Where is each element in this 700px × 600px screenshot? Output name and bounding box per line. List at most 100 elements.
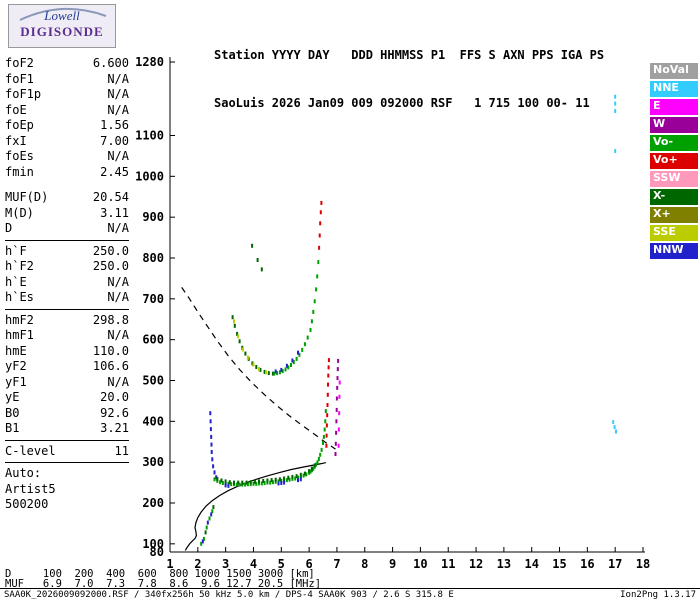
echo-hop2-left-sse <box>258 367 260 372</box>
param-fof1p: foF1p N/A <box>5 87 129 101</box>
echo-f-trace-x <box>220 478 223 483</box>
echo-x-asymptote <box>335 419 338 424</box>
param-fof2: foF2 6.600 <box>5 56 129 70</box>
echo-f1-leader <box>211 457 214 462</box>
echo-hop2-mid <box>290 363 292 367</box>
echo-hop2-rise <box>317 260 320 265</box>
legend-item-e: E <box>650 99 698 115</box>
echo-hop2-rise <box>312 309 315 314</box>
echo-rfi-17mhz <box>615 429 617 434</box>
legend-item-nnw: NNW <box>650 243 698 259</box>
echo-hop2-rise <box>313 299 316 304</box>
echo-hop2-mid-blue <box>297 350 299 355</box>
echo-f1-leader <box>209 419 212 424</box>
echo-o-asymptote <box>327 382 329 387</box>
echo-f-trace-blue <box>280 481 283 485</box>
echo-f-trace-o <box>324 419 327 424</box>
echo-hop2-mid-blue <box>280 367 283 372</box>
muf-table: D 100 200 400 600 800 1000 1500 3000 [km… <box>5 568 322 590</box>
echo-f-trace-x <box>274 477 277 482</box>
echo-hop2-mid <box>278 370 281 375</box>
echo-scatter-high <box>256 258 259 262</box>
echo-e-region-b <box>210 512 213 517</box>
echo-f-trace-o <box>227 481 230 486</box>
param-yf2: yF2 106.6 <box>5 359 129 373</box>
echo-e-region-d <box>212 505 215 510</box>
echo-hop2-mid <box>284 367 287 372</box>
echo-hop2-top <box>318 233 321 238</box>
echo-hop2-left <box>271 371 274 376</box>
echo-f-trace-o <box>305 472 308 477</box>
echo-hop2-left <box>267 371 270 376</box>
echo-f-trace-o <box>323 427 326 432</box>
station-header-line2: SaoLuis 2026 Jan09 009 092000 RSF 1 715 … <box>214 96 590 110</box>
station-header-line1: Station YYYY DAY DDD HHMMSS P1 FFS S AXN… <box>214 48 605 62</box>
param-note-artist5: Artist5 <box>5 481 56 496</box>
y-tick-label: 200 <box>142 496 164 510</box>
x-tick-label: 9 <box>389 557 396 571</box>
parameter-panel: foF2 6.600 foF1 N/A foF1p N/A foE N/A foEp 1.56 fx… <box>5 56 129 513</box>
echo-x-asymptote-e <box>338 411 341 416</box>
echo-f-trace-o <box>246 482 249 487</box>
echo-x-asymptote-e <box>338 380 341 385</box>
echo-f-trace-x <box>278 477 281 482</box>
echo-f-trace-blue <box>227 483 230 488</box>
echo-e-region-b <box>206 520 209 525</box>
echo-f-trace-o <box>315 462 318 467</box>
echo-o-asymptote <box>325 443 328 448</box>
echo-hop2-mid-blue <box>285 363 288 368</box>
panel-divider <box>5 239 129 241</box>
echo-f-trace-o <box>266 480 269 485</box>
echo-hop2-left <box>244 351 247 356</box>
echo-f-trace-o <box>294 476 297 481</box>
echo-f-trace-o <box>320 447 323 452</box>
echo-f1-leader <box>215 475 218 480</box>
echo-o-asymptote <box>325 433 328 438</box>
echo-hop2-mid <box>303 342 306 347</box>
echo-rfi-17mhz <box>614 94 617 99</box>
echo-x-asymptote <box>336 385 339 390</box>
echo-f-trace-x <box>233 480 235 485</box>
echo-hop2-left <box>259 367 262 372</box>
echo-hop2-mid <box>281 369 284 374</box>
x-tick-label: 4 <box>250 557 257 571</box>
echo-hop2-mid-blue <box>291 358 294 363</box>
echo-o-asymptote <box>327 358 330 363</box>
x-tick-label: 14 <box>524 557 538 571</box>
echo-f-trace-o <box>238 482 241 487</box>
echo-f-trace-o <box>274 479 277 484</box>
echo-hop2-left <box>236 331 239 336</box>
echo-hop2-left <box>233 323 236 328</box>
y-tick-label: 80 <box>150 545 164 559</box>
lowell-digisonde-logo: Lowell DIGISONDE <box>8 4 116 48</box>
guide-curve <box>181 287 336 450</box>
echo-f-trace-o <box>316 460 319 465</box>
echo-f-trace-blue <box>224 483 227 488</box>
echo-hop2-left-sse <box>237 334 240 339</box>
y-tick-label: 1280 <box>135 55 164 69</box>
echo-rfi-17mhz <box>614 101 617 106</box>
echo-hop2-mid <box>276 371 279 376</box>
echo-hop2-left-sse <box>252 362 255 367</box>
echo-f-trace-x <box>216 476 219 481</box>
param-hes: h`Es N/A <box>5 290 129 304</box>
y-tick-label: 300 <box>142 455 164 469</box>
echo-f1-leader <box>210 434 213 439</box>
logo-swoosh-icon <box>19 7 107 21</box>
echo-f-trace-o <box>269 480 272 485</box>
y-tick-label: 700 <box>142 292 164 306</box>
echo-x-asymptote <box>335 430 338 435</box>
param-fof1: foF1 N/A <box>5 71 129 86</box>
echo-f-trace-o <box>288 477 291 482</box>
echo-f-trace-o <box>213 477 216 482</box>
param-hme: hmE 110.0 <box>5 343 129 358</box>
param-foe: foE N/A <box>5 102 129 117</box>
x-tick-label: 17 <box>608 557 622 571</box>
echo-x-asymptote-e <box>338 394 341 399</box>
echo-f-trace-o <box>302 473 305 478</box>
echo-f-trace-x <box>295 474 298 479</box>
legend-item-x: X+ <box>650 207 698 223</box>
y-tick-label: 900 <box>142 210 164 224</box>
echo-f-trace-x <box>291 474 294 479</box>
